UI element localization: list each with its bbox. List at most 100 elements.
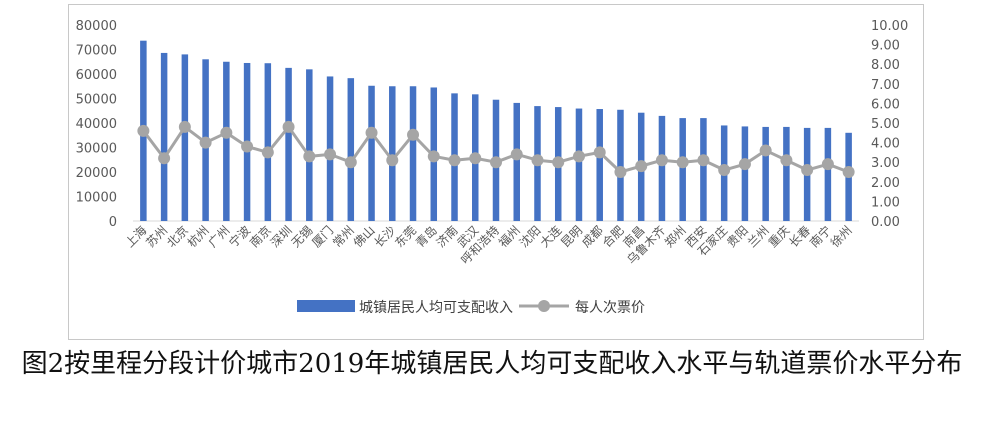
fare-point: [552, 156, 565, 169]
category-label: 上海: [122, 223, 150, 251]
bar: [824, 127, 832, 221]
category-label: 厦门: [309, 223, 337, 251]
category-label: 佛山: [351, 223, 378, 250]
fare-point: [261, 146, 274, 159]
fare-point: [676, 156, 689, 169]
legend-line-marker: [538, 300, 550, 312]
bar: [160, 52, 168, 222]
fare-point: [572, 150, 585, 163]
category-label: 南宁: [806, 223, 834, 251]
fare-point: [324, 148, 337, 161]
left-tick-label: 30000: [76, 142, 117, 157]
right-tick-label: 0.00: [871, 215, 900, 230]
category-label: 北京: [164, 223, 191, 250]
fare-point: [614, 166, 627, 178]
fare-point: [738, 158, 751, 171]
fare-point: [199, 136, 212, 149]
category-label: 南京: [246, 223, 274, 251]
legend-bar-swatch: [297, 300, 355, 312]
category-label: 大连: [537, 223, 565, 251]
fare-point: [427, 150, 440, 163]
category-label: 成都: [579, 223, 606, 250]
left-tick-label: 20000: [76, 166, 117, 181]
right-tick-label: 6.00: [871, 97, 900, 112]
right-axis: 0.00 1.00 2.00 3.00 4.00 5.00 6.00 7.00 8.00 9.00…: [871, 19, 908, 230]
category-label: 青岛: [412, 223, 440, 251]
right-tick-label: 9.00: [871, 39, 900, 54]
legend: 城镇居民人均可支配收入 每人次票价: [297, 300, 645, 316]
bar: [181, 54, 189, 222]
category-label: 苏州: [143, 223, 170, 250]
right-tick-label: 2.00: [871, 176, 900, 191]
category-label: 贵阳: [724, 223, 751, 250]
bar-series: [140, 40, 852, 222]
line-series: [137, 120, 855, 178]
fare-point: [386, 154, 399, 167]
category-label: 广州: [206, 223, 233, 250]
bar: [762, 126, 769, 221]
left-tick-label: 60000: [76, 68, 117, 83]
category-label: 东莞: [392, 223, 419, 250]
category-label: 沈阳: [516, 223, 544, 251]
fare-point: [303, 150, 316, 163]
left-tick-label: 70000: [76, 44, 117, 59]
category-label: 郑州: [661, 223, 689, 251]
fare-point: [158, 152, 171, 165]
fare-point: [531, 154, 544, 167]
left-tick-label: 50000: [76, 93, 117, 108]
category-label: 宁波: [226, 223, 254, 251]
right-tick-label: 7.00: [871, 78, 900, 93]
fare-point: [697, 154, 710, 167]
left-tick-label: 10000: [76, 191, 117, 206]
bar: [575, 108, 583, 221]
fare-point: [241, 140, 254, 153]
fare-point: [821, 158, 834, 171]
fare-point: [448, 154, 461, 167]
fare-point: [510, 148, 523, 161]
category-label: 长沙: [372, 223, 399, 250]
right-tick-label: 10.00: [871, 19, 908, 34]
bar: [617, 109, 624, 221]
chart-frame: 0 10000 20000 30000 40000 50000 60000 70000 8000…: [68, 4, 924, 340]
fare-point: [780, 154, 793, 167]
bar: [513, 102, 520, 221]
category-label: 长春: [786, 223, 813, 250]
category-label: 徐州: [827, 223, 855, 251]
category-label: 福州: [495, 223, 523, 251]
bar: [389, 86, 396, 221]
bar: [223, 61, 230, 221]
bar: [306, 69, 313, 221]
fare-point: [842, 166, 855, 178]
fare-point: [718, 164, 731, 177]
fare-point: [593, 146, 606, 159]
chart-svg: 0 10000 20000 30000 40000 50000 60000 70000 8000…: [76, 19, 909, 316]
legend-line-label: 每人次票价: [575, 300, 645, 316]
left-tick-label: 80000: [76, 19, 117, 34]
category-label: 常州: [330, 223, 357, 250]
bar: [409, 86, 417, 221]
left-tick-label: 40000: [76, 117, 117, 132]
fare-point: [344, 156, 357, 169]
fare-point: [655, 154, 668, 167]
category-label: 重庆: [766, 223, 793, 250]
category-labels: 上海苏州北京杭州广州宁波南京深圳无锡厦门常州佛山长沙东莞青岛济南武汉呼和浩特福州…: [122, 223, 855, 268]
left-tick-label: 0: [109, 215, 117, 230]
category-label: 兰州: [745, 223, 772, 250]
bar: [368, 85, 375, 221]
category-label: 合肥: [599, 223, 627, 251]
fare-point: [469, 152, 482, 165]
fare-point: [137, 124, 150, 137]
right-tick-label: 1.00: [871, 195, 900, 210]
category-label: 昆明: [558, 223, 585, 250]
fare-point: [407, 128, 420, 141]
category-label: 济南: [433, 223, 461, 251]
bar: [596, 109, 603, 221]
fare-point: [801, 164, 814, 177]
fare-point: [635, 160, 648, 173]
fare-point: [178, 120, 191, 133]
right-tick-label: 8.00: [871, 58, 900, 73]
category-label: 杭州: [184, 223, 212, 251]
fare-point: [220, 126, 233, 139]
left-axis: 0 10000 20000 30000 40000 50000 60000 70000 8000…: [76, 19, 117, 230]
bar: [700, 118, 707, 221]
